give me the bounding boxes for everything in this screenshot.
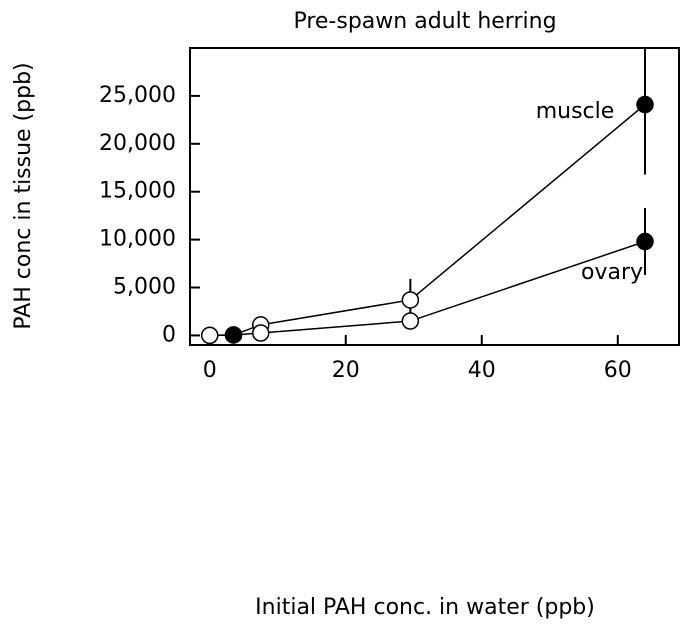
- x-tick-label: 20: [332, 358, 360, 383]
- series-label: muscle: [536, 99, 615, 124]
- plot-frame: [189, 47, 680, 346]
- x-tick-label: 60: [604, 358, 632, 383]
- y-tick-label: 5,000: [113, 275, 176, 300]
- data-point: [636, 232, 654, 251]
- y-tick-label: 25,000: [99, 83, 176, 108]
- data-point: [251, 324, 270, 342]
- y-axis-label: PAH conc in tissue (ppb): [11, 62, 36, 329]
- y-tick-label: 0: [162, 322, 176, 347]
- y-tick-label: 10,000: [99, 227, 176, 252]
- y-tick-label: 15,000: [99, 179, 176, 204]
- data-point: [636, 95, 654, 114]
- data-point: [401, 291, 420, 309]
- data-point: [200, 326, 219, 345]
- x-tick-label: 40: [468, 358, 496, 383]
- chart-title: Pre-spawn adult herring: [293, 9, 556, 34]
- x-tick-label: 0: [203, 358, 217, 383]
- x-axis-label: Initial PAH conc. in water (ppb): [255, 595, 595, 620]
- data-point: [224, 326, 243, 344]
- series-label: ovary: [581, 260, 643, 285]
- y-tick-label: 20,000: [99, 131, 176, 156]
- data-point: [401, 312, 420, 330]
- series-line: [209, 240, 646, 337]
- series-line: [209, 103, 646, 337]
